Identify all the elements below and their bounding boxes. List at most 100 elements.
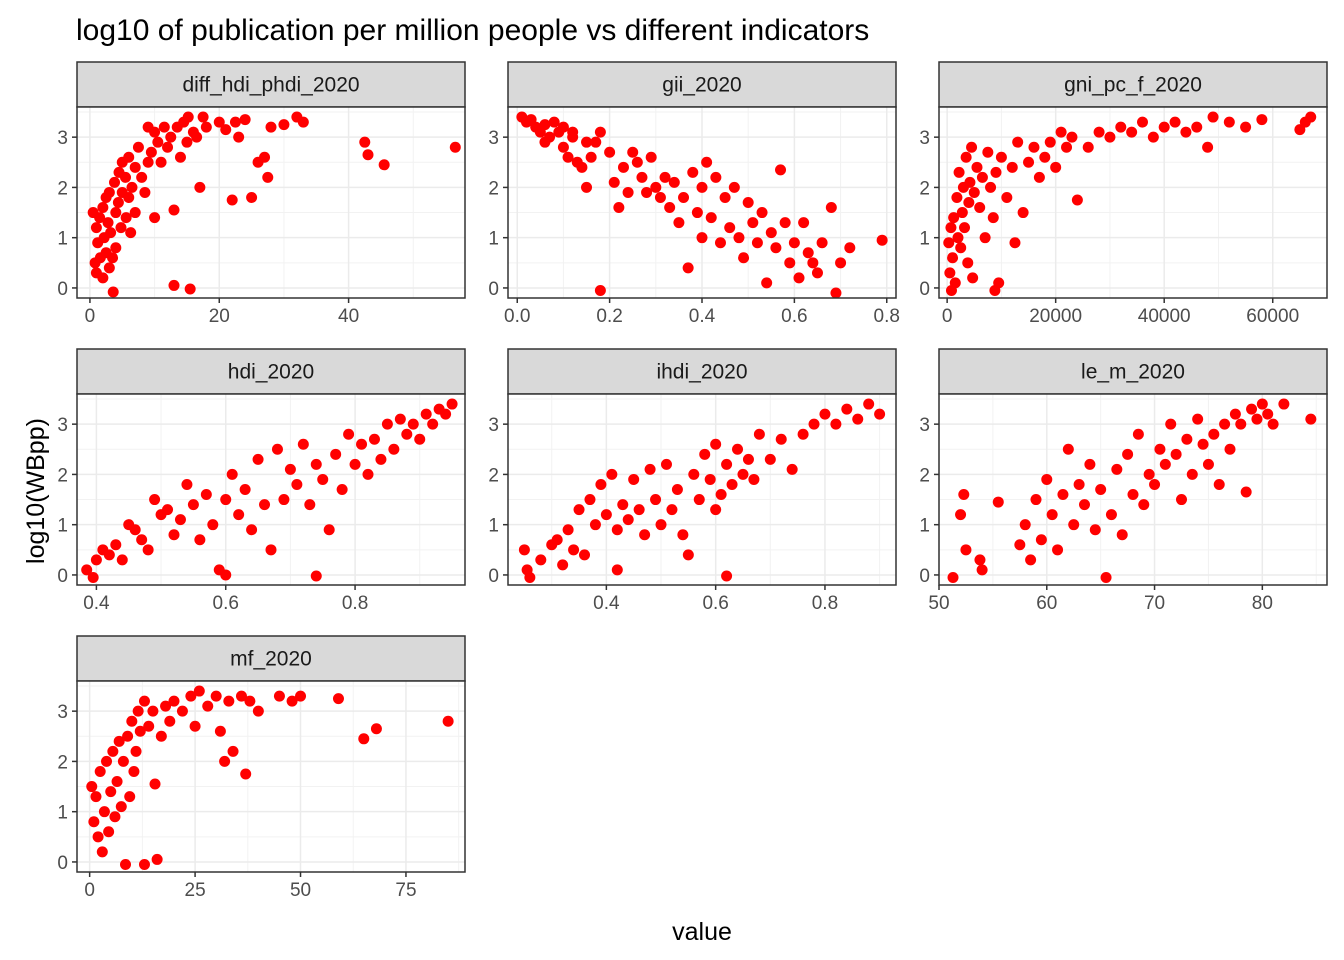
data-point	[185, 690, 197, 702]
data-point	[535, 554, 547, 566]
facet-panel: ihdi_2020 0.4 0.6 0.8 0 1 2 3	[488, 348, 897, 614]
data-point	[220, 124, 232, 136]
data-point	[1181, 433, 1193, 445]
data-point	[1033, 171, 1045, 183]
facet-strip-label: ihdi_2020	[656, 361, 747, 384]
data-point	[641, 186, 653, 198]
data-point	[124, 791, 136, 803]
facet-strip-label: gni_pc_f_2020	[1064, 74, 1202, 97]
data-point	[1213, 478, 1225, 490]
data-point	[825, 202, 837, 214]
data-point	[362, 468, 374, 480]
data-point	[120, 212, 132, 224]
data-point	[728, 181, 740, 193]
data-point	[788, 237, 800, 249]
facet-strip	[76, 635, 466, 682]
data-point	[213, 116, 225, 128]
data-point	[664, 202, 676, 214]
data-point	[1039, 151, 1051, 163]
data-point	[103, 186, 115, 198]
data-point	[1219, 418, 1231, 430]
x-tick-label: 0.0	[504, 306, 530, 327]
data-point	[579, 549, 591, 561]
y-tick-label: 2	[57, 752, 68, 773]
y-tick-label: 1	[57, 229, 68, 250]
data-point	[164, 715, 176, 727]
y-tick-label: 3	[57, 415, 68, 436]
data-point	[655, 519, 667, 531]
data-point	[120, 858, 131, 870]
data-point	[1014, 539, 1026, 551]
data-point	[1009, 237, 1021, 249]
data-point	[765, 227, 777, 239]
data-point	[149, 778, 161, 790]
x-tick-label: 0.8	[812, 593, 838, 614]
data-point	[229, 116, 241, 128]
data-point	[81, 564, 93, 576]
data-point	[1068, 519, 1080, 531]
data-point	[219, 755, 231, 767]
data-point	[557, 141, 569, 153]
data-point	[356, 438, 368, 450]
data-point	[863, 398, 875, 410]
data-point	[359, 136, 371, 148]
data-point	[1046, 509, 1058, 521]
data-point	[964, 176, 976, 188]
data-point	[594, 284, 606, 296]
data-point	[368, 433, 380, 445]
data-point	[101, 755, 113, 767]
data-point	[793, 272, 805, 284]
data-point	[622, 514, 634, 526]
data-point	[987, 212, 999, 224]
data-point	[753, 428, 765, 440]
data-point	[375, 453, 387, 465]
data-point	[1095, 484, 1107, 495]
data-point	[1104, 131, 1116, 143]
x-tick-label: 0	[85, 306, 96, 327]
data-point	[738, 252, 750, 264]
facet-strip	[938, 61, 1328, 108]
data-point	[1017, 207, 1029, 219]
data-point	[162, 141, 174, 153]
data-point	[660, 458, 672, 470]
data-point	[600, 509, 612, 521]
data-point	[654, 191, 666, 203]
data-point	[149, 494, 161, 506]
data-point	[1093, 126, 1105, 138]
data-point	[756, 207, 768, 219]
data-point	[128, 765, 140, 777]
data-point	[714, 237, 726, 249]
data-point	[955, 242, 967, 254]
data-point	[446, 398, 458, 410]
data-point	[129, 524, 141, 536]
data-point	[240, 768, 252, 780]
data-point	[226, 468, 238, 480]
data-point	[808, 418, 820, 430]
facet-panel: le_m_2020 50 60 70 80 0 1 2 3	[919, 348, 1328, 614]
y-tick-label: 3	[488, 415, 499, 436]
data-point	[993, 277, 1005, 289]
data-point	[693, 494, 705, 506]
data-point	[105, 227, 117, 239]
data-point	[710, 438, 722, 450]
data-point	[323, 524, 335, 536]
facet-strip-label: mf_2020	[230, 648, 312, 671]
data-point	[138, 695, 150, 707]
panel-border	[938, 106, 1328, 299]
data-point	[611, 524, 623, 536]
x-axis-title: value	[672, 918, 732, 946]
data-point	[971, 161, 983, 173]
data-point	[1115, 121, 1127, 133]
y-tick-label: 3	[57, 702, 68, 723]
x-tick-label: 75	[395, 880, 416, 901]
data-point	[181, 478, 193, 490]
data-point	[585, 151, 597, 163]
data-point	[719, 191, 731, 203]
data-point	[959, 222, 971, 234]
data-point	[362, 149, 374, 161]
data-point	[1143, 468, 1155, 480]
data-point	[584, 494, 596, 506]
data-point	[639, 529, 651, 541]
data-point	[1208, 428, 1220, 440]
data-point	[142, 156, 154, 168]
